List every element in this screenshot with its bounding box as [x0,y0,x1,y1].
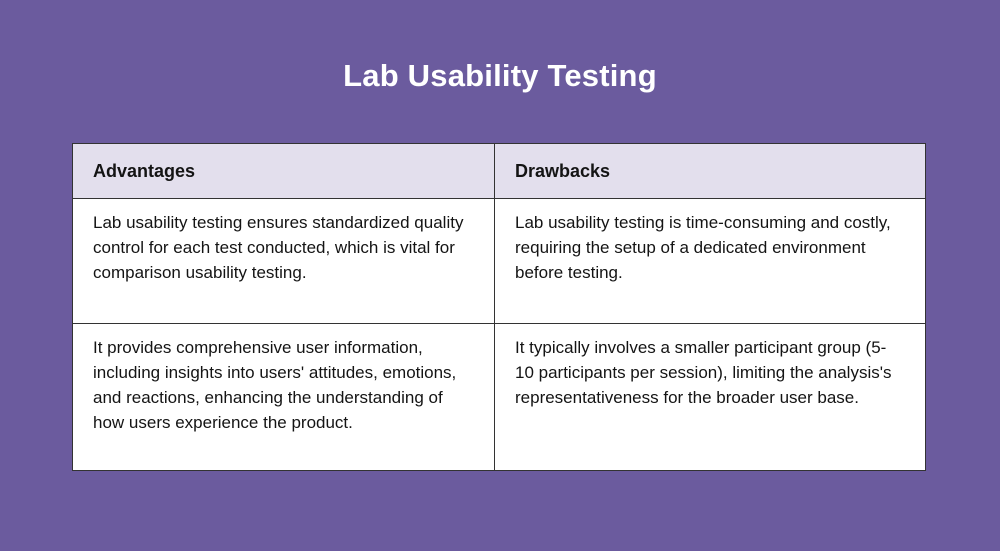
table-row: Lab usability testing ensures standardiz… [72,198,926,324]
table-row: It provides comprehensive user informati… [72,323,926,471]
cell-advantage-2: It provides comprehensive user informati… [72,323,495,471]
column-header-advantages: Advantages [72,143,495,199]
cell-drawback-1: Lab usability testing is time-consuming … [494,198,926,324]
page-title: Lab Usability Testing [343,58,657,93]
cell-advantage-1: Lab usability testing ensures standardiz… [72,198,495,324]
comparison-table: Advantages Drawbacks Lab usability testi… [72,143,926,471]
column-header-drawbacks: Drawbacks [494,143,926,199]
cell-drawback-2: It typically involves a smaller particip… [494,323,926,471]
table-header-row: Advantages Drawbacks [72,143,926,199]
